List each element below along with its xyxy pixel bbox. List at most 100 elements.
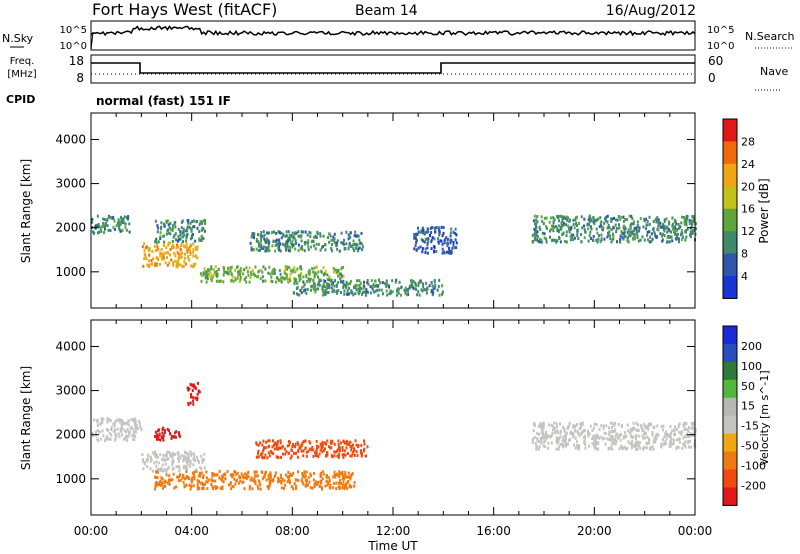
freq-tick-top: 18: [69, 54, 84, 68]
velocity-ytick-label: 3000: [55, 384, 86, 398]
freq-trace: [91, 62, 695, 74]
velocity-colorbar-tick-label: 50: [741, 380, 755, 393]
power-axes: 4000 3000 2000 1000: [55, 113, 696, 308]
velocity-colorbar-segment: [723, 487, 737, 506]
power-echo-region: [531, 214, 697, 244]
velocity-echo-region: [154, 470, 356, 491]
nave-tick-top: 60: [708, 54, 723, 68]
velocity-ytick-label: 4000: [55, 339, 86, 353]
power-echo-region: [292, 278, 444, 297]
freq-label-2: [MHz]: [7, 69, 36, 80]
x-tick-labels: 00:00 04:00 08:00 12:00 16:00 20:00 00:00: [74, 524, 713, 538]
velocity-echo-region: [91, 417, 143, 443]
velocity-echo-region: [255, 439, 369, 460]
velocity-colorbar-tick-label: -100: [741, 460, 766, 473]
velocity-colorbar-segment: [723, 361, 737, 381]
x-tick-label: 08:00: [275, 524, 310, 538]
power-colorbar-tick-label: 8: [741, 248, 748, 261]
velocity-colorbar-tick-label: -200: [741, 479, 766, 492]
power-ytick-label: 3000: [55, 177, 86, 191]
freq-tick-bottom: 8: [76, 71, 84, 85]
power-ylabel: Slant Range [km]: [19, 159, 33, 263]
velocity-echo-region: [186, 381, 201, 407]
cpid-label: CPID: [6, 93, 35, 106]
power-echo-region: [413, 225, 458, 255]
velocity-colorbar-segment: [723, 415, 737, 435]
x-tick-label: 12:00: [376, 524, 411, 538]
nsearch-tick-top: 10^5: [707, 25, 734, 36]
velocity-colorbar-tick-label: 100: [741, 360, 762, 373]
power-colorbar-segment: [723, 231, 737, 255]
power-colorbar-tick-label: 20: [741, 180, 755, 193]
date-label: 16/Aug/2012: [606, 3, 696, 19]
velocity-heatmap: [91, 381, 697, 491]
velocity-colorbar-segment: [723, 379, 737, 399]
nsearch-tick-bottom: 10^0: [707, 41, 734, 52]
nsky-line: [90, 25, 696, 37]
station-title: Fort Hays West (fitACF): [92, 0, 277, 19]
velocity-echo-region: [531, 421, 697, 451]
velocity-colorbar-tick-label: 15: [741, 400, 755, 413]
power-colorbar-segment: [723, 253, 737, 277]
nave-tick-bottom: 0: [708, 71, 716, 85]
power-echo-region: [141, 241, 199, 269]
nsky-panel-frame: [90, 20, 696, 51]
x-tick-label: 20:00: [577, 524, 612, 538]
velocity-colorbar-segment: [723, 343, 737, 363]
power-echo-region: [199, 265, 345, 284]
nsky-start: [90, 31, 94, 51]
power-ytick-label: 4000: [55, 132, 86, 146]
x-tick-label: 00:00: [678, 524, 713, 538]
power-echo-region: [249, 230, 364, 253]
nsky-tick-top: 10^5: [60, 25, 87, 36]
power-panel-frame: [90, 112, 696, 309]
nsky-trace: [90, 25, 696, 51]
velocity-ylabel: Slant Range [km]: [19, 366, 33, 470]
x-tick-label: 00:00: [74, 524, 109, 538]
power-colorbar-tick-label: 12: [741, 225, 755, 238]
power-echo-region: [91, 214, 131, 235]
power-colorbar-tick-label: 24: [741, 158, 755, 171]
power-colorbar-frame: [722, 118, 738, 299]
nave-label: Nave: [760, 65, 788, 78]
velocity-colorbar-segment: [723, 469, 737, 488]
power-colorbar-label: Power [dB]: [757, 178, 771, 243]
power-ytick-label: 1000: [55, 265, 86, 279]
velocity-echo-region: [141, 450, 206, 473]
power-ytick-label: 2000: [55, 221, 86, 235]
velocity-colorbar: 200 100 50 15 -15 -50 -100 -200: [722, 325, 766, 506]
velocity-colorbar-label: Velocity [m s^-1]: [758, 370, 771, 465]
nsky-tick-bottom: 10^0: [60, 41, 87, 52]
nsearch-label: N.Search: [745, 30, 795, 43]
power-colorbar-segment: [723, 186, 737, 210]
velocity-ytick-label: 1000: [55, 472, 86, 486]
velocity-ytick-label: 2000: [55, 428, 86, 442]
velocity-echo-region: [154, 426, 181, 442]
x-tick-label: 04:00: [174, 524, 209, 538]
freq-label-1: Freq.: [10, 56, 35, 67]
power-colorbar-tick-label: 16: [741, 203, 755, 216]
velocity-colorbar-segment: [723, 326, 737, 345]
power-colorbar-tick-label: 4: [741, 270, 748, 283]
velocity-colorbar-tick-label: 200: [741, 340, 762, 353]
velocity-colorbar-segment: [723, 397, 737, 417]
velocity-colorbar-segment: [723, 451, 737, 471]
power-colorbar-segment: [723, 275, 737, 299]
velocity-colorbar-segment: [723, 433, 737, 453]
power-colorbar-segment: [723, 163, 737, 187]
velocity-colorbar-tick-label: -15: [741, 420, 759, 433]
power-colorbar-tick-label: 28: [741, 135, 755, 148]
freq-panel-frame: [90, 54, 696, 84]
power-colorbar: 28 24 20 16 12 8 4: [722, 118, 755, 299]
x-axis-label: Time UT: [367, 539, 418, 553]
cpid-text: normal (fast) 151 IF: [96, 94, 231, 108]
velocity-colorbar-frame: [722, 325, 738, 506]
x-tick-label: 16:00: [476, 524, 511, 538]
power-colorbar-segment: [723, 208, 737, 232]
velocity-panel-frame: [90, 319, 696, 516]
velocity-axes: 4000 3000 2000 1000: [55, 320, 696, 515]
nsky-label: N.Sky: [2, 32, 34, 45]
power-echo-region: [154, 218, 207, 244]
power-colorbar-segment: [723, 119, 737, 142]
